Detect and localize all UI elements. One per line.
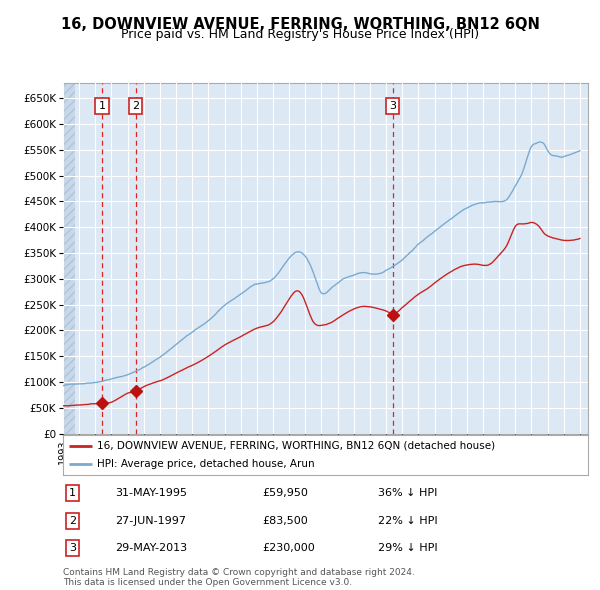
Text: 29% ↓ HPI: 29% ↓ HPI (378, 543, 437, 553)
Text: 1: 1 (69, 489, 76, 499)
Text: £83,500: £83,500 (263, 516, 308, 526)
Text: 16, DOWNVIEW AVENUE, FERRING, WORTHING, BN12 6QN (detached house): 16, DOWNVIEW AVENUE, FERRING, WORTHING, … (97, 441, 495, 451)
Text: 2: 2 (132, 101, 139, 111)
Bar (63, 83, 75, 434)
Text: £230,000: £230,000 (263, 543, 315, 553)
Text: 27-JUN-1997: 27-JUN-1997 (115, 516, 187, 526)
Text: £59,950: £59,950 (263, 489, 308, 499)
Text: 3: 3 (69, 543, 76, 553)
Text: 3: 3 (389, 101, 396, 111)
Text: 16, DOWNVIEW AVENUE, FERRING, WORTHING, BN12 6QN: 16, DOWNVIEW AVENUE, FERRING, WORTHING, … (61, 17, 539, 31)
Text: 1: 1 (98, 101, 106, 111)
Text: 29-MAY-2013: 29-MAY-2013 (115, 543, 188, 553)
Text: 36% ↓ HPI: 36% ↓ HPI (378, 489, 437, 499)
Bar (63, 83, 75, 434)
Text: 22% ↓ HPI: 22% ↓ HPI (378, 516, 437, 526)
Text: 31-MAY-1995: 31-MAY-1995 (115, 489, 187, 499)
Text: Contains HM Land Registry data © Crown copyright and database right 2024.
This d: Contains HM Land Registry data © Crown c… (63, 568, 415, 587)
Text: 2: 2 (69, 516, 76, 526)
Text: Price paid vs. HM Land Registry's House Price Index (HPI): Price paid vs. HM Land Registry's House … (121, 28, 479, 41)
Text: HPI: Average price, detached house, Arun: HPI: Average price, detached house, Arun (97, 459, 315, 469)
